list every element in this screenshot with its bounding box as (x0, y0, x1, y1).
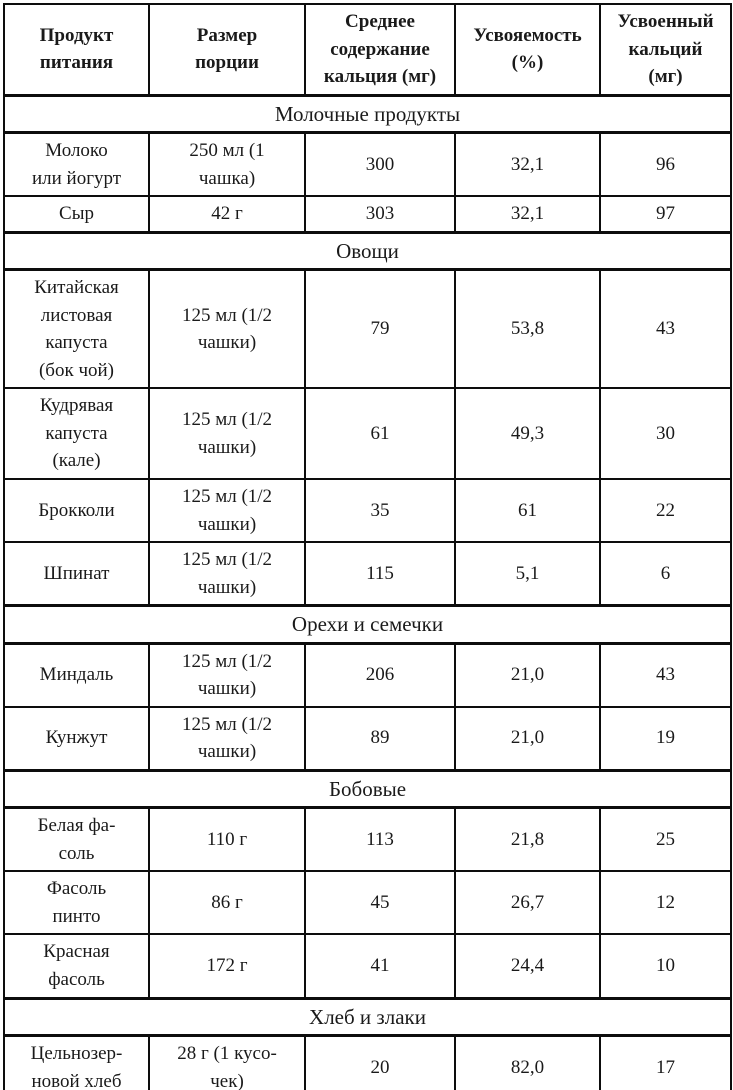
section-title: Бобовые (3, 768, 732, 810)
cell-calcium: 79 (304, 268, 456, 390)
cell-portion: 172 г (148, 933, 306, 1000)
cell-portion: 250 мл (1 чашка) (148, 131, 306, 198)
table-row-cheese: Сыр 42 г 303 32,1 97 (3, 195, 732, 234)
cell-product: Молоко или йогурт (3, 131, 150, 198)
cell-portion: 125 мл (1/2 чашки) (148, 477, 306, 544)
cell-absorbability: 61 (454, 477, 601, 544)
cell-calcium: 300 (304, 131, 456, 198)
calcium-content-table: Продукт питания Размер порции Среднее со… (3, 2, 732, 1090)
table-row-sesame: Кунжут 125 мл (1/2 чашки) 89 21,0 19 (3, 705, 732, 772)
cell-absorbed: 97 (599, 195, 732, 234)
cell-absorbability: 21,8 (454, 806, 601, 873)
cell-calcium: 41 (304, 933, 456, 1000)
column-header-product: Продукт питания (3, 2, 150, 97)
section-row-legumes: Бобовые (3, 768, 732, 810)
cell-product: Сыр (3, 195, 150, 234)
table-row-red-beans: Красная фасоль 172 г 41 24,4 10 (3, 933, 732, 1000)
cell-absorbed: 96 (599, 131, 732, 198)
header-row: Продукт питания Размер порции Среднее со… (3, 2, 732, 97)
cell-portion: 125 мл (1/2 чашки) (148, 705, 306, 772)
cell-calcium: 206 (304, 642, 456, 708)
cell-product: Цельнозер- новой хлеб (3, 1034, 150, 1090)
cell-absorbability: 49,3 (454, 387, 601, 480)
cell-absorbability: 21,0 (454, 642, 601, 708)
column-header-absorbed: Усвоенный кальций (мг) (599, 2, 732, 97)
column-header-absorbability: Усвояемость (%) (454, 2, 601, 97)
cell-absorbed: 22 (599, 477, 732, 544)
table-row-kale: Кудрявая капуста (кале) 125 мл (1/2 чашк… (3, 387, 732, 480)
cell-product: Брокколи (3, 477, 150, 544)
cell-product: Миндаль (3, 642, 150, 708)
cell-absorbed: 25 (599, 806, 732, 873)
cell-portion: 125 мл (1/2 чашки) (148, 541, 306, 607)
table-row-white-beans: Белая фа- соль 110 г 113 21,8 25 (3, 806, 732, 873)
table-row-almonds: Миндаль 125 мл (1/2 чашки) 206 21,0 43 (3, 642, 732, 708)
column-header-portion: Размер порции (148, 2, 306, 97)
cell-product: Шпинат (3, 541, 150, 607)
cell-absorbed: 12 (599, 870, 732, 936)
cell-product: Белая фа- соль (3, 806, 150, 873)
table-row-broccoli: Брокколи 125 мл (1/2 чашки) 35 61 22 (3, 477, 732, 544)
cell-absorbed: 17 (599, 1034, 732, 1090)
cell-absorbed: 43 (599, 642, 732, 708)
column-header-calcium: Среднее содержание кальция (мг) (304, 2, 456, 97)
cell-calcium: 61 (304, 387, 456, 480)
table-row-bok-choy: Китайская листовая капуста (бок чой) 125… (3, 268, 732, 390)
cell-absorbed: 30 (599, 387, 732, 480)
cell-calcium: 113 (304, 806, 456, 873)
section-title: Молочные продукты (3, 93, 732, 135)
section-row-bread-grains: Хлеб и злаки (3, 996, 732, 1037)
cell-portion: 125 мл (1/2 чашки) (148, 268, 306, 390)
cell-calcium: 303 (304, 195, 456, 234)
cell-product: Фасоль пинто (3, 870, 150, 936)
cell-absorbability: 26,7 (454, 870, 601, 936)
section-row-dairy: Молочные продукты (3, 93, 732, 135)
cell-absorbability: 5,1 (454, 541, 601, 607)
cell-portion: 125 мл (1/2 чашки) (148, 387, 306, 480)
cell-absorbed: 19 (599, 705, 732, 772)
cell-product: Кудрявая капуста (кале) (3, 387, 150, 480)
cell-portion: 86 г (148, 870, 306, 936)
section-title: Хлеб и злаки (3, 996, 732, 1037)
cell-absorbability: 32,1 (454, 131, 601, 198)
cell-portion: 125 мл (1/2 чашки) (148, 642, 306, 708)
cell-product: Китайская листовая капуста (бок чой) (3, 268, 150, 390)
table-row-spinach: Шпинат 125 мл (1/2 чашки) 115 5,1 6 (3, 541, 732, 607)
cell-portion: 28 г (1 кусо- чек) (148, 1034, 306, 1090)
cell-portion: 42 г (148, 195, 306, 234)
cell-absorbed: 6 (599, 541, 732, 607)
section-row-vegetables: Овощи (3, 230, 732, 272)
cell-absorbability: 24,4 (454, 933, 601, 1000)
cell-absorbability: 82,0 (454, 1034, 601, 1090)
cell-product: Красная фасоль (3, 933, 150, 1000)
cell-calcium: 45 (304, 870, 456, 936)
table-row-milk: Молоко или йогурт 250 мл (1 чашка) 300 3… (3, 131, 732, 198)
cell-product: Кунжут (3, 705, 150, 772)
cell-calcium: 20 (304, 1034, 456, 1090)
cell-calcium: 35 (304, 477, 456, 544)
section-title: Орехи и семечки (3, 604, 732, 645)
cell-absorbability: 53,8 (454, 268, 601, 390)
cell-calcium: 115 (304, 541, 456, 607)
cell-absorbed: 10 (599, 933, 732, 1000)
cell-absorbability: 32,1 (454, 195, 601, 234)
table-row-whole-grain-bread: Цельнозер- новой хлеб 28 г (1 кусо- чек)… (3, 1034, 732, 1090)
table-row-pinto-beans: Фасоль пинто 86 г 45 26,7 12 (3, 870, 732, 936)
section-row-nuts-seeds: Орехи и семечки (3, 604, 732, 645)
cell-calcium: 89 (304, 705, 456, 772)
cell-absorbability: 21,0 (454, 705, 601, 772)
cell-portion: 110 г (148, 806, 306, 873)
cell-absorbed: 43 (599, 268, 732, 390)
section-title: Овощи (3, 230, 732, 272)
